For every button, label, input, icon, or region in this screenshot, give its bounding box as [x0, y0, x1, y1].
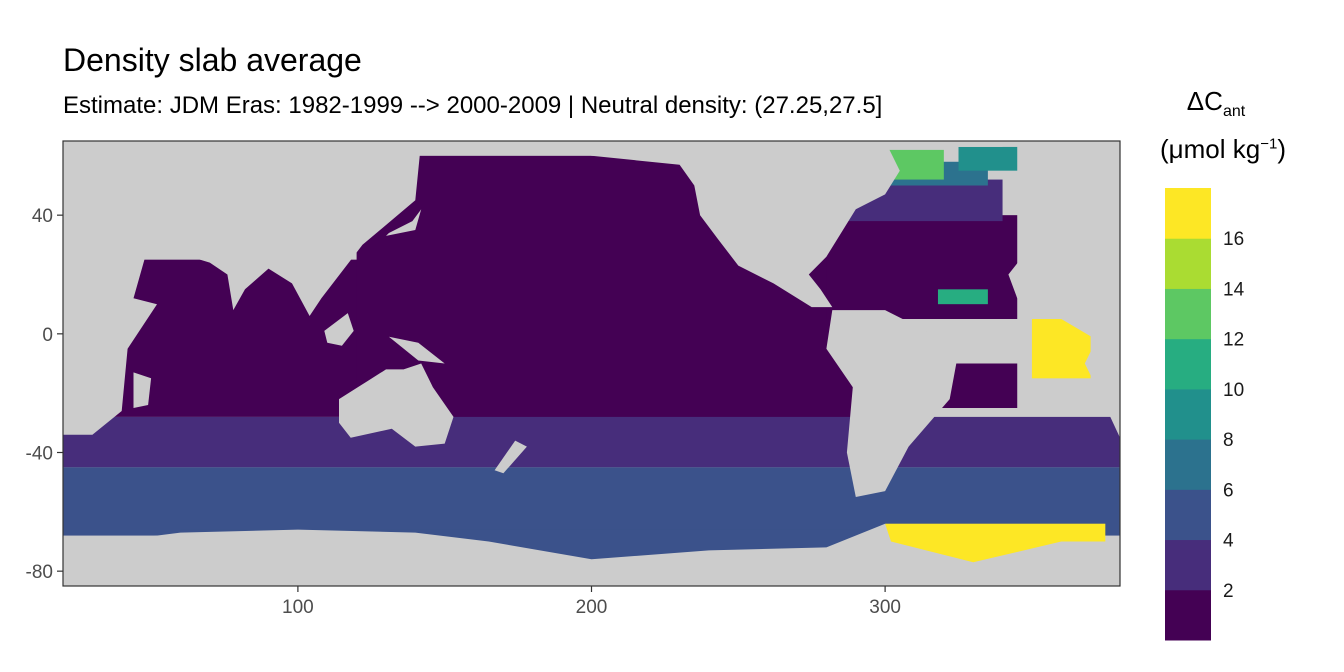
legend-tick-label: 10 — [1223, 380, 1244, 401]
regions-layer: Indian Ocean northPacific tropical and n… — [63, 146, 1120, 566]
legend-swatch — [1165, 388, 1211, 440]
land-australia — [339, 363, 454, 447]
land-new-guinea — [388, 336, 445, 364]
region-2: Atlantic subtropical north — [826, 215, 1018, 319]
land-new-zealand — [494, 440, 527, 474]
legend-tick-label: 16 — [1223, 229, 1244, 250]
y-tick-label: -80 — [26, 562, 53, 583]
land-layer — [63, 141, 1120, 586]
land-greenland — [929, 141, 1003, 147]
legend-tick-label: 4 — [1223, 531, 1234, 552]
legend-title-sub: ant — [1222, 103, 1246, 120]
legend-title: ΔCant — [1160, 86, 1272, 121]
land-madagascar — [133, 372, 152, 408]
y-axis: 40 0 -40 -80 — [26, 206, 63, 583]
land-south-america — [826, 310, 959, 497]
y-tick-label: 0 — [42, 325, 53, 346]
legend-tick-label: 6 — [1223, 480, 1234, 501]
legend-swatch — [1165, 338, 1211, 390]
x-tick-label: 200 — [576, 597, 608, 618]
legend-swatch — [1165, 288, 1211, 340]
x-tick-label: 300 — [869, 597, 901, 618]
legend-unit-text: (μmol kg — [1160, 134, 1261, 164]
land-europe-africa-west — [1008, 141, 1120, 438]
x-tick-label: 100 — [282, 597, 314, 618]
legend-tick-label: 8 — [1223, 430, 1234, 451]
legend-tick-label: 14 — [1223, 279, 1245, 300]
region-cell — [937, 289, 988, 305]
legend-swatch — [1165, 188, 1211, 239]
legend-unit-close: ) — [1277, 134, 1286, 164]
legend-title-main: ΔC — [1186, 86, 1223, 116]
region-9: Irminger Sea — [958, 146, 1018, 171]
land-north-america — [562, 141, 900, 308]
region-10: Mid-Atlantic ring — [937, 289, 988, 305]
legend-swatch — [1165, 439, 1211, 490]
region-cell — [958, 146, 1018, 171]
legend-swatch — [1165, 489, 1211, 541]
map-panel: Indian Ocean northPacific tropical and n… — [62, 140, 1121, 587]
y-tick-label: 40 — [32, 206, 53, 227]
legend-swatch — [1165, 539, 1211, 591]
land-arabia-india — [104, 141, 422, 316]
chart-title: Density slab average — [63, 42, 362, 78]
region-4: Southern hemisphere subtropics — [63, 416, 1120, 468]
chart-subtitle: Estimate: JDM Eras: 1982-1999 --> 2000-2… — [63, 92, 883, 119]
land-japan — [386, 209, 422, 236]
legend-tick-label: 12 — [1223, 330, 1244, 351]
x-axis: 100 200 300 — [282, 586, 901, 618]
legend-swatch — [1165, 238, 1211, 289]
legend-swatch — [1165, 589, 1211, 641]
region-cell — [63, 416, 1120, 468]
colorbar-legend: 2 4 6 8 10 12 14 16 — [1165, 188, 1245, 641]
land-antarctica — [63, 523, 1120, 586]
legend-tick-label: 2 — [1223, 581, 1234, 602]
legend-unit: (μmol kg−1) — [1160, 134, 1320, 165]
y-tick-label: -40 — [26, 444, 53, 465]
legend-unit-sup: −1 — [1260, 135, 1278, 153]
region-cell — [826, 215, 1018, 319]
land-borneo — [324, 313, 354, 346]
